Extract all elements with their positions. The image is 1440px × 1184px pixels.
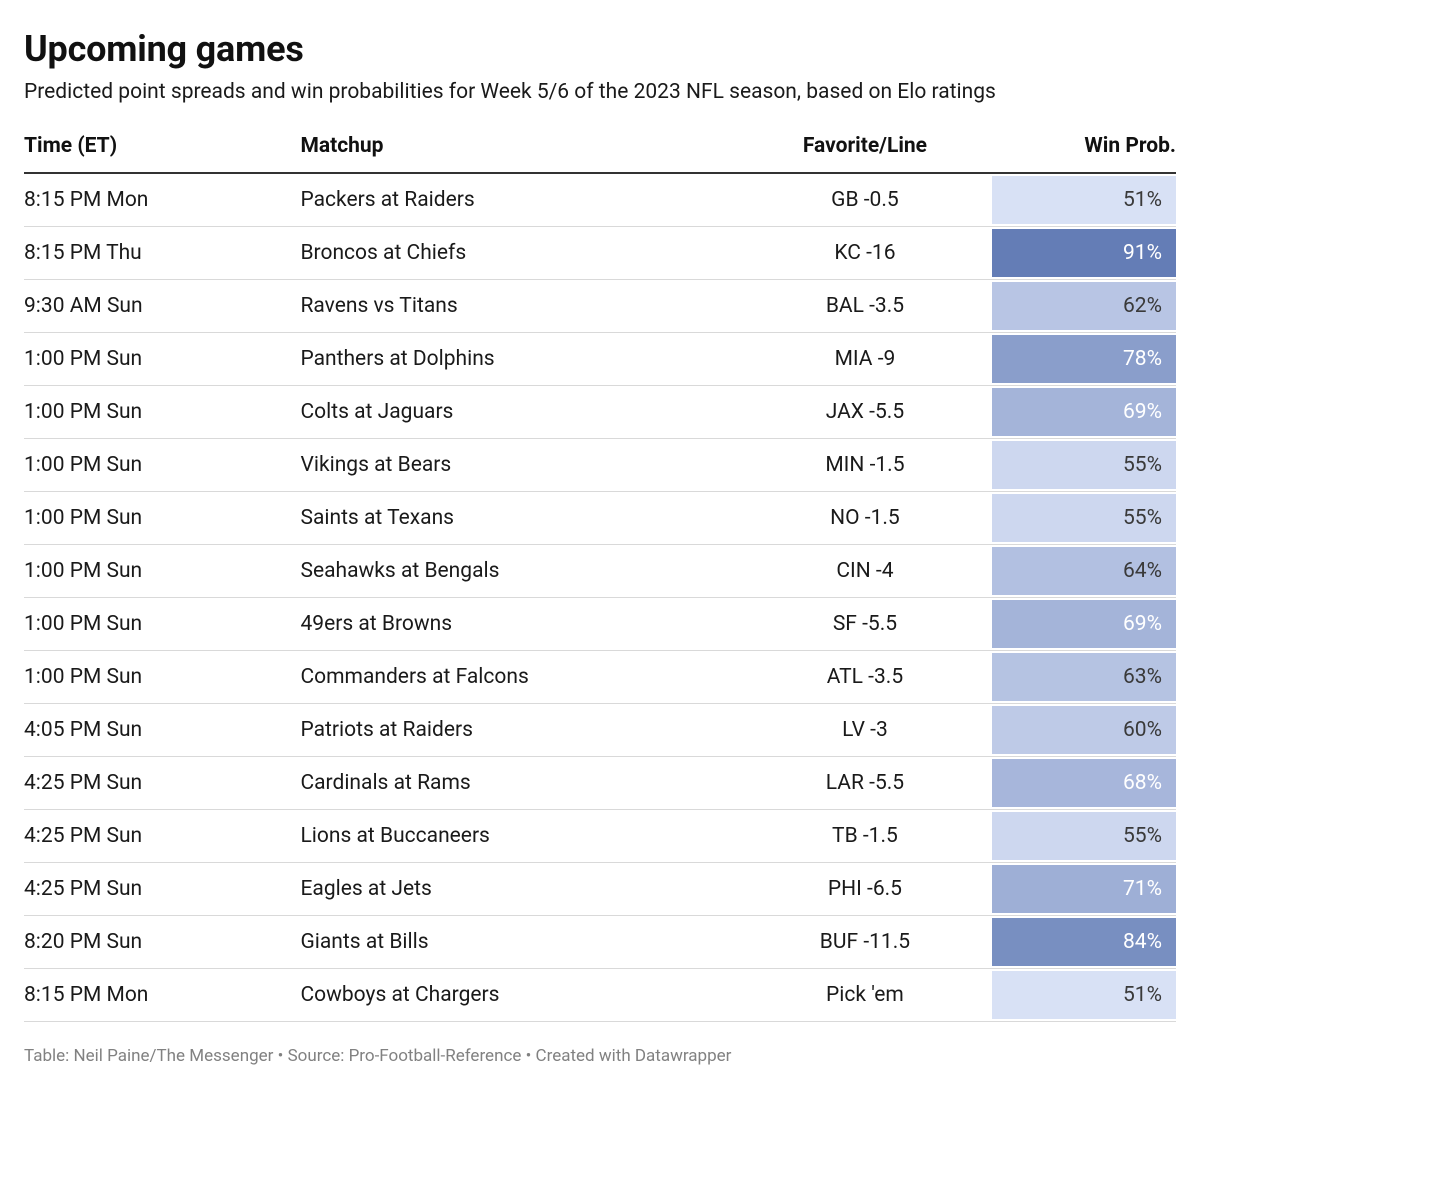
cell-time: 1:00 PM Sun	[24, 651, 300, 704]
cell-winprob: 51%	[992, 969, 1176, 1022]
table-row: 1:00 PM SunColts at JaguarsJAX -5.569%	[24, 386, 1176, 439]
cell-time: 8:20 PM Sun	[24, 916, 300, 969]
table-row: 4:25 PM SunEagles at JetsPHI -6.571%	[24, 863, 1176, 916]
cell-favorite: LV -3	[738, 704, 991, 757]
cell-winprob: 71%	[992, 863, 1176, 916]
cell-winprob: 55%	[992, 492, 1176, 545]
cell-matchup: Eagles at Jets	[300, 863, 738, 916]
table-row: 1:00 PM SunCommanders at FalconsATL -3.5…	[24, 651, 1176, 704]
cell-winprob: 55%	[992, 810, 1176, 863]
cell-time: 1:00 PM Sun	[24, 439, 300, 492]
cell-favorite: ATL -3.5	[738, 651, 991, 704]
cell-time: 4:25 PM Sun	[24, 863, 300, 916]
table-row: 8:15 PM MonPackers at RaidersGB -0.551%	[24, 173, 1176, 227]
col-header-favorite: Favorite/Line	[738, 134, 991, 173]
cell-matchup: Patriots at Raiders	[300, 704, 738, 757]
cell-time: 8:15 PM Thu	[24, 227, 300, 280]
cell-winprob: 55%	[992, 439, 1176, 492]
cell-winprob: 64%	[992, 545, 1176, 598]
cell-time: 4:25 PM Sun	[24, 810, 300, 863]
cell-matchup: Colts at Jaguars	[300, 386, 738, 439]
cell-winprob: 62%	[992, 280, 1176, 333]
cell-matchup: Giants at Bills	[300, 916, 738, 969]
cell-time: 1:00 PM Sun	[24, 545, 300, 598]
cell-time: 4:05 PM Sun	[24, 704, 300, 757]
table-row: 4:25 PM SunLions at BuccaneersTB -1.555%	[24, 810, 1176, 863]
cell-favorite: LAR -5.5	[738, 757, 991, 810]
col-header-winprob: Win Prob.	[992, 134, 1176, 173]
cell-favorite: GB -0.5	[738, 173, 991, 227]
cell-favorite: KC -16	[738, 227, 991, 280]
cell-favorite: MIN -1.5	[738, 439, 991, 492]
table-container: Upcoming games Predicted point spreads a…	[0, 0, 1200, 1106]
cell-winprob: 91%	[992, 227, 1176, 280]
cell-winprob: 51%	[992, 173, 1176, 227]
cell-matchup: Panthers at Dolphins	[300, 333, 738, 386]
table-row: 8:15 PM MonCowboys at ChargersPick 'em51…	[24, 969, 1176, 1022]
cell-matchup: Packers at Raiders	[300, 173, 738, 227]
cell-favorite: SF -5.5	[738, 598, 991, 651]
cell-favorite: BAL -3.5	[738, 280, 991, 333]
cell-matchup: Ravens vs Titans	[300, 280, 738, 333]
table-row: 1:00 PM SunSaints at TexansNO -1.555%	[24, 492, 1176, 545]
cell-winprob: 69%	[992, 598, 1176, 651]
cell-matchup: Cowboys at Chargers	[300, 969, 738, 1022]
cell-time: 9:30 AM Sun	[24, 280, 300, 333]
cell-matchup: Commanders at Falcons	[300, 651, 738, 704]
cell-matchup: Cardinals at Rams	[300, 757, 738, 810]
cell-matchup: Seahawks at Bengals	[300, 545, 738, 598]
cell-time: 1:00 PM Sun	[24, 386, 300, 439]
table-header-row: Time (ET) Matchup Favorite/Line Win Prob…	[24, 134, 1176, 173]
cell-favorite: NO -1.5	[738, 492, 991, 545]
cell-winprob: 63%	[992, 651, 1176, 704]
cell-matchup: Lions at Buccaneers	[300, 810, 738, 863]
table-row: 9:30 AM SunRavens vs TitansBAL -3.562%	[24, 280, 1176, 333]
cell-favorite: TB -1.5	[738, 810, 991, 863]
col-header-matchup: Matchup	[300, 134, 738, 173]
cell-favorite: PHI -6.5	[738, 863, 991, 916]
col-header-time: Time (ET)	[24, 134, 300, 173]
footer-credit: Table: Neil Paine/The Messenger • Source…	[24, 1046, 1176, 1066]
cell-favorite: JAX -5.5	[738, 386, 991, 439]
cell-favorite: Pick 'em	[738, 969, 991, 1022]
table-row: 8:20 PM SunGiants at BillsBUF -11.584%	[24, 916, 1176, 969]
page-subtitle: Predicted point spreads and win probabil…	[24, 80, 1176, 104]
cell-winprob: 78%	[992, 333, 1176, 386]
cell-time: 1:00 PM Sun	[24, 492, 300, 545]
cell-favorite: BUF -11.5	[738, 916, 991, 969]
games-table: Time (ET) Matchup Favorite/Line Win Prob…	[24, 134, 1176, 1022]
table-row: 1:00 PM SunPanthers at DolphinsMIA -978%	[24, 333, 1176, 386]
cell-time: 8:15 PM Mon	[24, 173, 300, 227]
cell-winprob: 84%	[992, 916, 1176, 969]
cell-matchup: 49ers at Browns	[300, 598, 738, 651]
cell-time: 4:25 PM Sun	[24, 757, 300, 810]
cell-matchup: Broncos at Chiefs	[300, 227, 738, 280]
cell-time: 8:15 PM Mon	[24, 969, 300, 1022]
cell-favorite: MIA -9	[738, 333, 991, 386]
table-row: 1:00 PM SunSeahawks at BengalsCIN -464%	[24, 545, 1176, 598]
table-row: 1:00 PM SunVikings at BearsMIN -1.555%	[24, 439, 1176, 492]
cell-time: 1:00 PM Sun	[24, 333, 300, 386]
cell-matchup: Vikings at Bears	[300, 439, 738, 492]
cell-winprob: 69%	[992, 386, 1176, 439]
table-row: 4:25 PM SunCardinals at RamsLAR -5.568%	[24, 757, 1176, 810]
page-title: Upcoming games	[24, 28, 1176, 70]
cell-time: 1:00 PM Sun	[24, 598, 300, 651]
cell-favorite: CIN -4	[738, 545, 991, 598]
table-row: 1:00 PM Sun49ers at BrownsSF -5.569%	[24, 598, 1176, 651]
table-row: 8:15 PM ThuBroncos at ChiefsKC -1691%	[24, 227, 1176, 280]
table-row: 4:05 PM SunPatriots at RaidersLV -360%	[24, 704, 1176, 757]
cell-matchup: Saints at Texans	[300, 492, 738, 545]
cell-winprob: 60%	[992, 704, 1176, 757]
cell-winprob: 68%	[992, 757, 1176, 810]
